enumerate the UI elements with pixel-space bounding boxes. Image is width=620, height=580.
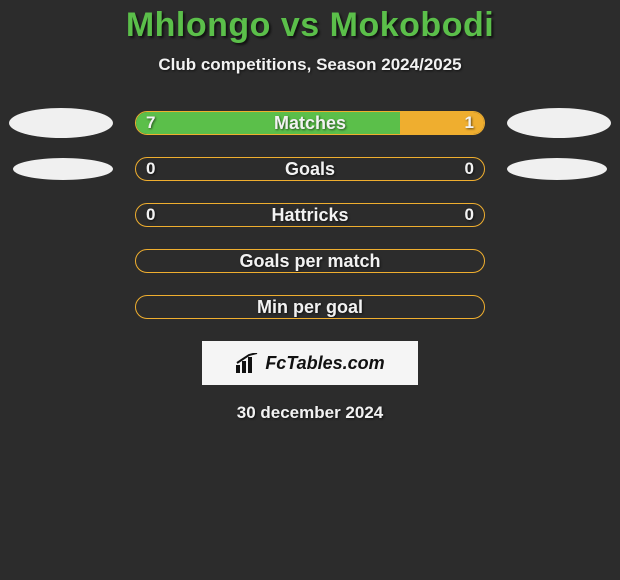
comparison-row: 00Goals — [0, 157, 620, 181]
chart-icon — [235, 353, 259, 373]
comparison-row: Min per goal — [0, 295, 620, 319]
right-badge — [507, 158, 607, 180]
watermark-text: FcTables.com — [265, 353, 384, 374]
comparison-row: 00Hattricks — [0, 203, 620, 227]
bar-label: Min per goal — [136, 295, 484, 319]
page-subtitle: Club competitions, Season 2024/2025 — [158, 55, 461, 75]
comparison-rows: 71Matches 00Goals 00Hattricks Goals per mat… — [0, 111, 620, 319]
stat-bar: 00Goals — [135, 157, 485, 181]
bar-label: Matches — [136, 111, 484, 135]
left-badge — [9, 108, 113, 138]
bar-label: Goals per match — [136, 249, 484, 273]
left-badge — [13, 158, 113, 180]
comparison-row: Goals per match — [0, 249, 620, 273]
right-badge — [507, 108, 611, 138]
stat-bar: 00Hattricks — [135, 203, 485, 227]
bar-label: Hattricks — [136, 203, 484, 227]
bar-label: Goals — [136, 157, 484, 181]
stat-bar: 71Matches — [135, 111, 485, 135]
date-label: 30 december 2024 — [237, 403, 384, 423]
stat-bar: Goals per match — [135, 249, 485, 273]
page-title: Mhlongo vs Mokobodi — [126, 6, 494, 45]
comparison-row: 71Matches — [0, 111, 620, 135]
watermark: FcTables.com — [202, 341, 418, 385]
stat-bar: Min per goal — [135, 295, 485, 319]
